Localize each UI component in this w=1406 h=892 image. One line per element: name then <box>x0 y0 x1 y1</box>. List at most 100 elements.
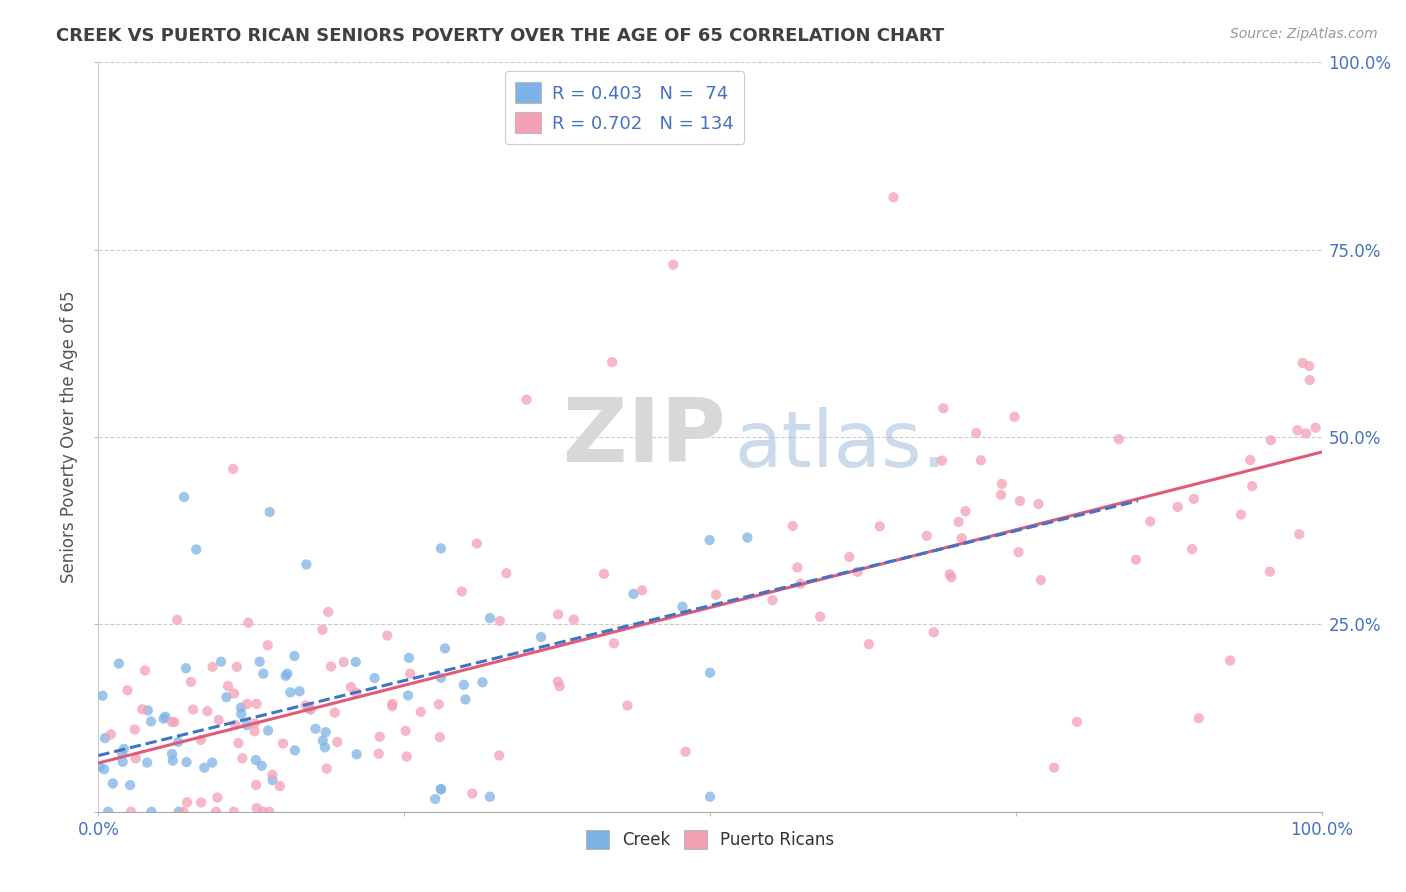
Point <box>245 778 267 792</box>
Point <box>623 587 645 601</box>
Point <box>1299 373 1322 387</box>
Point <box>454 692 477 706</box>
Point <box>547 674 569 689</box>
Point <box>252 666 274 681</box>
Point <box>314 740 336 755</box>
Point <box>846 565 869 579</box>
Point <box>363 671 385 685</box>
Point <box>838 549 860 564</box>
Point <box>190 732 212 747</box>
Point <box>176 796 198 810</box>
Point <box>433 641 456 656</box>
Point <box>299 703 322 717</box>
Point <box>375 629 398 643</box>
Point <box>1219 653 1241 667</box>
Point <box>94 731 117 745</box>
Point <box>430 782 453 797</box>
Point <box>124 723 146 737</box>
Point <box>101 776 124 790</box>
Point <box>222 805 245 819</box>
Point <box>922 625 945 640</box>
Point <box>398 651 420 665</box>
Point <box>141 805 163 819</box>
Point <box>229 700 252 714</box>
Point <box>259 805 281 819</box>
Point <box>950 531 973 545</box>
Point <box>858 637 880 651</box>
Point <box>600 355 623 369</box>
Point <box>1182 491 1205 506</box>
Point <box>368 730 391 744</box>
Point <box>1260 434 1282 448</box>
Point <box>93 762 115 776</box>
Point <box>970 453 993 467</box>
Point <box>723 130 745 145</box>
Point <box>562 612 585 626</box>
Point <box>278 685 301 699</box>
Point <box>224 718 246 732</box>
Point <box>326 735 349 749</box>
Point <box>1258 565 1281 579</box>
Point <box>631 583 654 598</box>
Point <box>965 425 987 440</box>
Point <box>1108 432 1130 446</box>
Point <box>488 614 510 628</box>
Point <box>737 531 759 545</box>
Point <box>461 787 484 801</box>
Point <box>593 566 616 581</box>
Point <box>450 584 472 599</box>
Point <box>704 588 727 602</box>
Point <box>1286 423 1309 437</box>
Point <box>166 613 188 627</box>
Point <box>238 615 260 630</box>
Point <box>495 566 517 581</box>
Point <box>209 655 232 669</box>
Point <box>699 533 721 547</box>
Point <box>395 749 418 764</box>
Point <box>274 669 297 683</box>
Point <box>616 698 638 713</box>
Point <box>1167 500 1189 514</box>
Point <box>304 722 326 736</box>
Point <box>190 796 212 810</box>
Point <box>134 664 156 678</box>
Point <box>298 701 321 715</box>
Point <box>120 805 142 819</box>
Point <box>430 671 453 685</box>
Point <box>217 679 239 693</box>
Point <box>243 724 266 739</box>
Point <box>1029 573 1052 587</box>
Point <box>488 748 510 763</box>
Point <box>315 725 337 739</box>
Point <box>294 698 316 713</box>
Point <box>256 638 278 652</box>
Point <box>662 258 685 272</box>
Point <box>1043 761 1066 775</box>
Point <box>112 742 135 756</box>
Point <box>160 747 183 761</box>
Point <box>222 686 245 700</box>
Point <box>1241 479 1264 493</box>
Point <box>108 657 131 671</box>
Point <box>915 529 938 543</box>
Point <box>222 462 245 476</box>
Point <box>181 702 204 716</box>
Point <box>215 690 238 705</box>
Point <box>259 505 281 519</box>
Point <box>1066 714 1088 729</box>
Point <box>430 541 453 556</box>
Point <box>262 768 284 782</box>
Point <box>1139 515 1161 529</box>
Point <box>315 762 337 776</box>
Point <box>91 689 114 703</box>
Point <box>409 705 432 719</box>
Legend: Creek, Puerto Ricans: Creek, Puerto Ricans <box>579 823 841 855</box>
Point <box>1298 359 1320 373</box>
Point <box>173 490 195 504</box>
Point <box>394 723 416 738</box>
Point <box>425 792 447 806</box>
Point <box>236 718 259 732</box>
Point <box>1028 497 1050 511</box>
Point <box>340 680 363 694</box>
Point <box>271 737 294 751</box>
